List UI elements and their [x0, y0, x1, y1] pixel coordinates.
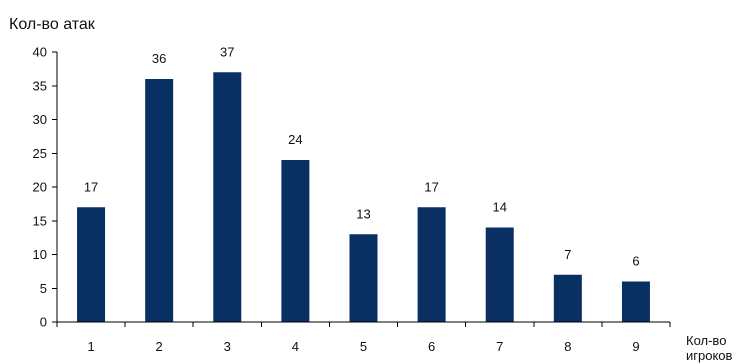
x-axis-title-line-1: Кол-во: [686, 333, 726, 348]
bar-value-label: 17: [84, 179, 98, 194]
bar-value-label: 14: [492, 200, 506, 215]
bars-group: [77, 72, 650, 322]
y-tick-label: 35: [33, 78, 47, 93]
bar: [213, 72, 242, 322]
x-axis-ticks: 1 2 3 4 5 6 7 8 9: [56, 322, 671, 354]
x-tick-label: 4: [292, 339, 299, 354]
y-tick-label: 0: [40, 315, 47, 330]
bar: [485, 227, 514, 322]
bar: [77, 207, 106, 322]
bar-value-label: 36: [152, 51, 166, 66]
x-tick-label: 9: [632, 339, 639, 354]
y-tick-label: 5: [40, 281, 47, 296]
x-tick-label: 8: [564, 339, 571, 354]
bar-value-label: 17: [424, 179, 438, 194]
bar: [553, 274, 582, 322]
y-tick-label: 40: [33, 45, 47, 60]
bar: [621, 281, 650, 322]
x-tick-label: 2: [156, 339, 163, 354]
bar: [349, 234, 378, 322]
y-tick-label: 25: [33, 146, 47, 161]
y-axis-title: Кол-во атак: [9, 16, 96, 33]
y-axis-ticks: 0 5 10 15 20 25 30 35 40: [33, 45, 57, 330]
bar: [281, 160, 310, 322]
bar-value-label: 37: [220, 44, 234, 59]
data-labels-group: 17 36 37 24 13 17 14 7 6: [84, 44, 640, 268]
bar: [145, 79, 174, 322]
x-tick-label: 6: [428, 339, 435, 354]
x-tick-label: 7: [496, 339, 503, 354]
y-tick-label: 15: [33, 213, 47, 228]
bar: [417, 207, 446, 322]
x-tick-label: 3: [224, 339, 231, 354]
x-tick-label: 5: [360, 339, 367, 354]
y-tick-label: 10: [33, 247, 47, 262]
x-axis-title-line-2: игроков: [686, 348, 733, 363]
bar-value-label: 6: [632, 254, 639, 269]
y-tick-label: 30: [33, 112, 47, 127]
bar-value-label: 24: [288, 132, 302, 147]
x-axis-title: Кол-во игроков: [686, 333, 733, 363]
bar-value-label: 7: [564, 247, 571, 262]
bar-value-label: 13: [356, 206, 370, 221]
x-tick-label: 1: [87, 339, 94, 354]
y-tick-label: 20: [33, 180, 47, 195]
